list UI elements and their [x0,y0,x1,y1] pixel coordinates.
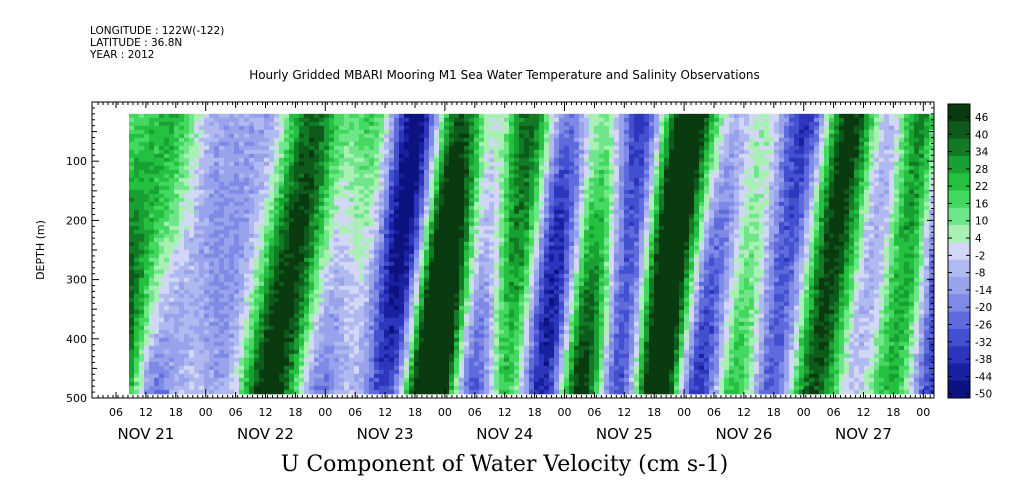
longitude-label: LONGITUDE : 122W(-122) [90,25,225,37]
y-tick-label: 500 [66,392,87,405]
x-hour-label: 18 [767,406,781,419]
colorbar-segment [948,207,970,226]
x-hour-label: 18 [169,406,183,419]
x-date-label: NOV 24 [476,425,533,443]
colorbar-segment [948,242,970,261]
x-hour-label: 18 [288,406,302,419]
y-tick-label: 400 [66,333,87,346]
colorbar-label: 22 [975,181,988,193]
x-hour-label: 18 [408,406,422,419]
x-date-label: NOV 27 [835,425,892,443]
x-hour-label: 06 [229,406,243,419]
x-hour-label: 06 [468,406,482,419]
x-hour-label: 00 [916,406,930,419]
colorbar-label: 4 [975,233,982,245]
x-hour-label: 18 [647,406,661,419]
colorbar-segment [948,173,970,191]
colorbar-label: -44 [975,371,992,383]
colorbar-frame [947,103,971,399]
x-date-label: NOV 26 [715,425,772,443]
x-hour-label: 00 [797,406,811,419]
x-hour-label: 12 [378,406,392,419]
y-axis-label: DEPTH (m) [34,220,47,280]
colorbar-label: -20 [975,302,992,314]
colorbar-segment [948,104,970,122]
chart-title: Hourly Gridded MBARI Mooring M1 Sea Wate… [249,68,760,82]
colorbar-segment [948,363,970,382]
colorbar-label: -14 [975,285,992,297]
colorbar-label: 40 [975,129,988,141]
colorbar-label: -50 [975,389,992,401]
colorbar-segment [948,346,970,364]
colorbar-segment [948,328,970,347]
x-hour-label: 00 [558,406,572,419]
x-date-label: NOV 22 [237,425,294,443]
colorbar-segment [948,121,970,139]
x-hour-label: 12 [498,406,512,419]
year-label: YEAR : 2012 [90,49,155,61]
colorbar-segment [948,155,970,174]
colorbar-segment [948,276,970,295]
colorbar-label: 28 [975,164,988,176]
x-date-label: NOV 23 [357,425,414,443]
x-hour-label: 06 [827,406,841,419]
colorbar-segment [948,225,970,243]
x-hour-label: 12 [737,406,751,419]
colorbar-label: -8 [975,268,985,280]
x-hour-label: 12 [259,406,273,419]
y-tick-label: 100 [66,155,87,168]
colorbar-segment [948,259,970,278]
x-hour-label: 06 [348,406,362,419]
colorbar-label: -26 [975,320,992,332]
colorbar-label: 34 [975,147,989,159]
colorbar-label: 46 [975,112,989,124]
x-hour-label: 12 [617,406,631,419]
x-hour-label: 00 [677,406,691,419]
colorbar-label: 10 [975,216,988,228]
x-hour-label: 18 [886,406,900,419]
x-hour-label: 00 [318,406,332,419]
x-hour-label: 06 [707,406,721,419]
x-hour-label: 00 [199,406,213,419]
latitude-label: LATITUDE : 36.8N [90,37,183,49]
colorbar-label: 16 [975,198,989,210]
x-hour-label: 18 [528,406,542,419]
heatmap [129,113,935,395]
x-axis-label: U Component of Water Velocity (cm s-1) [280,452,729,477]
x-date-label: NOV 21 [117,425,174,443]
x-hour-label: 06 [109,406,123,419]
colorbar-segment [948,190,970,209]
x-hour-label: 12 [857,406,871,419]
colorbar-segment [948,294,970,312]
colorbar-label: -38 [975,354,992,366]
x-date-label: NOV 25 [596,425,653,443]
x-hour-label: 00 [438,406,452,419]
y-tick-label: 300 [66,274,87,287]
colorbar-segment [948,380,970,399]
colorbar-label: -32 [975,337,992,349]
colorbar-label: -2 [975,250,985,262]
colorbar-segment [948,311,970,330]
x-hour-label: 12 [139,406,153,419]
y-tick-label: 200 [66,214,87,227]
x-hour-label: 06 [587,406,601,419]
colorbar-segment [948,138,970,157]
